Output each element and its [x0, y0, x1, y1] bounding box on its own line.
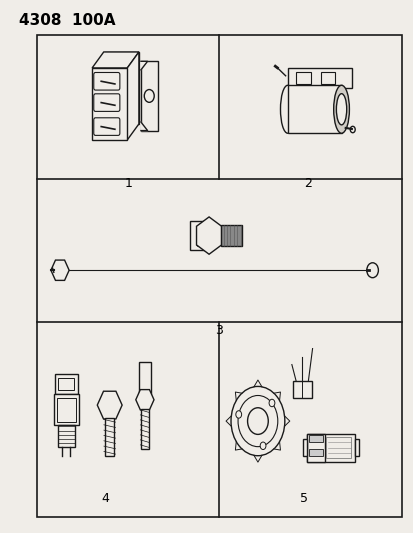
Bar: [292, 381, 311, 398]
Bar: [57, 398, 76, 422]
Circle shape: [235, 411, 241, 418]
Bar: [190, 221, 206, 250]
Circle shape: [268, 399, 274, 407]
Bar: [37, 35, 401, 517]
Bar: [309, 435, 322, 442]
Polygon shape: [97, 391, 122, 419]
Circle shape: [259, 442, 265, 449]
Ellipse shape: [333, 85, 349, 133]
Bar: [57, 425, 75, 447]
FancyBboxPatch shape: [93, 72, 120, 90]
Circle shape: [349, 126, 354, 133]
Bar: [354, 439, 358, 456]
Bar: [139, 362, 150, 394]
Bar: [309, 449, 322, 456]
Bar: [221, 225, 242, 246]
Polygon shape: [92, 52, 139, 68]
Circle shape: [230, 386, 284, 456]
Bar: [105, 418, 114, 456]
Bar: [287, 85, 341, 133]
Bar: [54, 394, 78, 425]
Circle shape: [144, 90, 154, 102]
Polygon shape: [196, 217, 221, 254]
Bar: [141, 409, 148, 449]
Bar: [103, 52, 139, 124]
Bar: [320, 72, 335, 84]
Bar: [140, 61, 157, 131]
Polygon shape: [140, 61, 147, 70]
Bar: [58, 378, 74, 390]
Text: 3: 3: [215, 324, 223, 337]
Text: 1: 1: [124, 177, 132, 190]
FancyBboxPatch shape: [93, 118, 120, 135]
Ellipse shape: [280, 85, 294, 133]
Bar: [295, 72, 310, 84]
FancyBboxPatch shape: [93, 94, 120, 111]
Text: 5: 5: [299, 492, 308, 505]
Circle shape: [196, 241, 200, 246]
Ellipse shape: [335, 94, 346, 125]
Polygon shape: [140, 122, 147, 131]
Bar: [302, 439, 306, 456]
Polygon shape: [135, 390, 154, 410]
Bar: [306, 434, 324, 462]
Polygon shape: [51, 260, 69, 280]
Text: 2: 2: [304, 177, 312, 190]
Circle shape: [237, 395, 277, 447]
Bar: [287, 68, 351, 88]
Text: 4308  100A: 4308 100A: [19, 13, 115, 28]
Text: 4: 4: [101, 492, 109, 505]
Polygon shape: [127, 52, 139, 140]
Bar: [325, 437, 350, 458]
Bar: [55, 374, 78, 394]
Bar: [306, 434, 354, 462]
Circle shape: [247, 408, 268, 434]
Circle shape: [366, 263, 377, 278]
Bar: [92, 68, 127, 140]
